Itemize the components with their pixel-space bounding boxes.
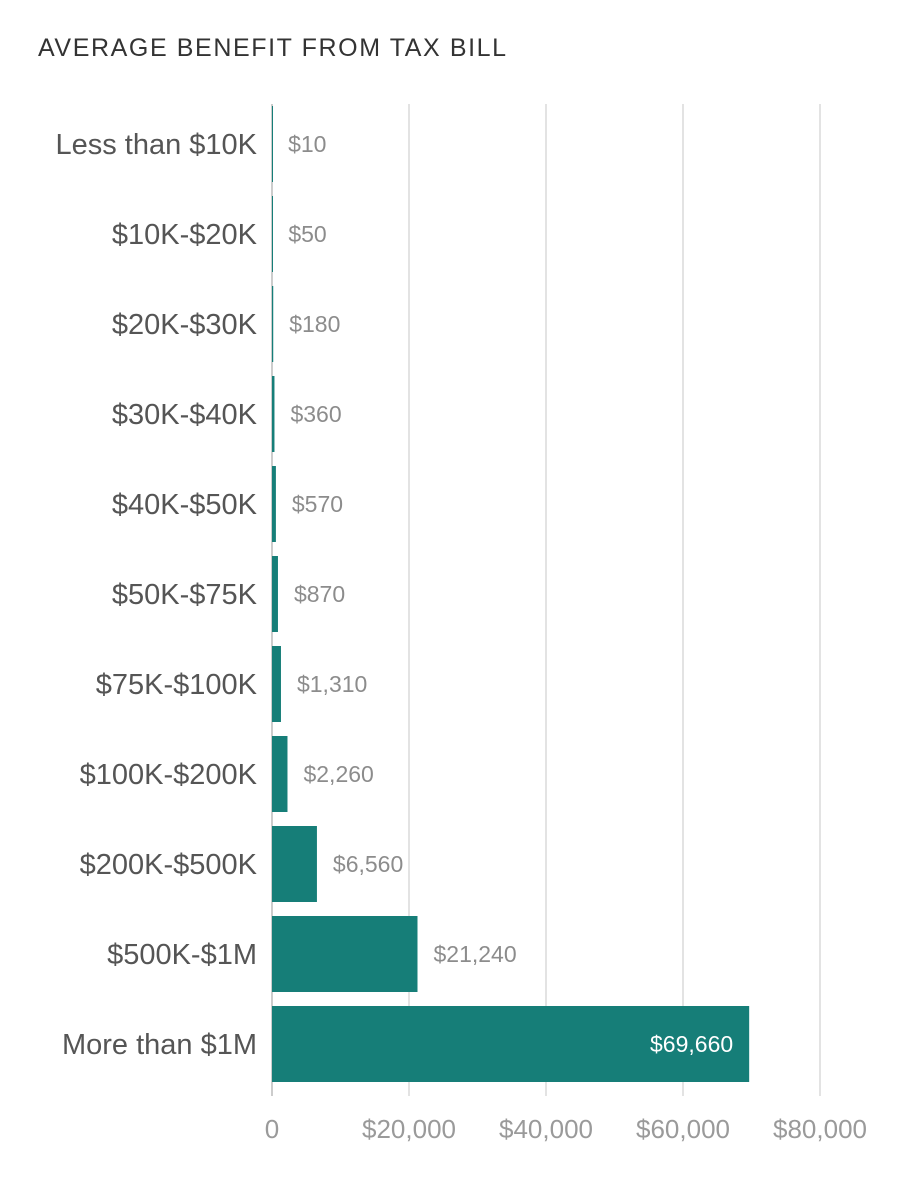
bar bbox=[272, 286, 274, 362]
value-label: $870 bbox=[294, 581, 345, 607]
category-label: $500K-$1M bbox=[107, 939, 257, 971]
category-label: $40K-$50K bbox=[112, 489, 258, 521]
value-label: $69,660 bbox=[650, 1031, 733, 1057]
category-label: Less than $10K bbox=[55, 129, 257, 161]
category-label: $200K-$500K bbox=[80, 849, 258, 881]
x-axis-ticks: 0 $20,000 $40,000 $60,000 $80,000 bbox=[265, 1114, 867, 1144]
bar bbox=[272, 106, 273, 182]
value-labels: $10 $50 $180 $360 $570 $870 $1,310 $2,260 $6,560… bbox=[288, 131, 733, 1057]
value-label: $360 bbox=[290, 401, 341, 427]
x-tick-label: $20,000 bbox=[362, 1114, 456, 1144]
value-label: $21,240 bbox=[433, 941, 516, 967]
bar bbox=[272, 916, 418, 992]
bar bbox=[272, 196, 273, 272]
bar bbox=[272, 826, 317, 902]
value-label: $10 bbox=[288, 131, 326, 157]
category-label: $30K-$40K bbox=[112, 399, 258, 431]
value-label: $180 bbox=[289, 311, 340, 337]
bar bbox=[272, 736, 288, 812]
bar bbox=[272, 376, 275, 452]
category-label: More than $1M bbox=[62, 1029, 257, 1061]
x-tick-label: 0 bbox=[265, 1114, 279, 1144]
value-label: $6,560 bbox=[333, 851, 403, 877]
bar bbox=[272, 466, 276, 542]
category-label: $75K-$100K bbox=[96, 669, 258, 701]
x-tick-label: $40,000 bbox=[499, 1114, 593, 1144]
x-tick-label: $60,000 bbox=[636, 1114, 730, 1144]
category-label: $20K-$30K bbox=[112, 309, 258, 341]
bar bbox=[272, 1006, 750, 1082]
value-label: $570 bbox=[292, 491, 343, 517]
category-label: $10K-$20K bbox=[112, 219, 258, 251]
bars bbox=[272, 106, 750, 1082]
bar bbox=[272, 646, 281, 722]
bar bbox=[272, 556, 278, 632]
category-labels: Less than $10K $10K-$20K $20K-$30K $30K-$40… bbox=[55, 129, 257, 1061]
value-label: $50 bbox=[288, 221, 326, 247]
chart-title: AVERAGE BENEFIT FROM TAX BILL bbox=[38, 34, 508, 62]
category-label: $50K-$75K bbox=[112, 579, 258, 611]
category-label: $100K-$200K bbox=[80, 759, 258, 791]
value-label: $2,260 bbox=[303, 761, 373, 787]
x-tick-label: $80,000 bbox=[773, 1114, 867, 1144]
value-label: $1,310 bbox=[297, 671, 367, 697]
